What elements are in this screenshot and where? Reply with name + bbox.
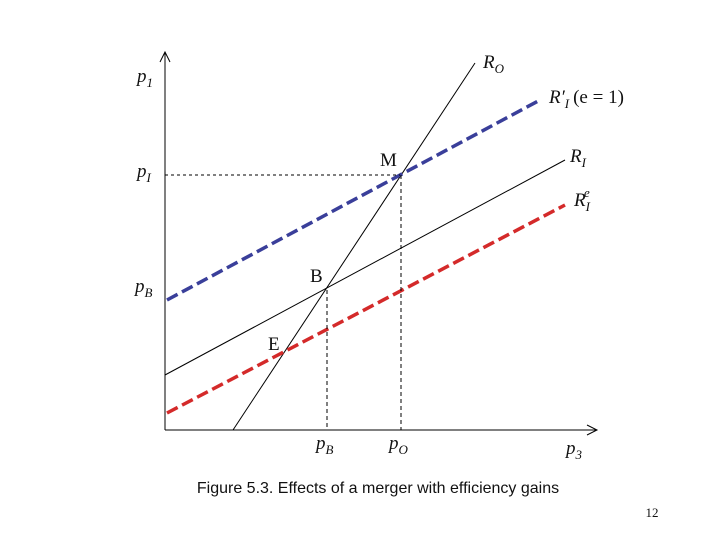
label-part: R xyxy=(482,52,495,73)
caption: Figure 5.3. Effects of a merger with eff… xyxy=(197,480,559,497)
page-number: 12 xyxy=(646,505,659,520)
curve-label: RI xyxy=(569,146,587,170)
label-part: B xyxy=(326,442,334,457)
label-part: R xyxy=(573,190,586,211)
label-part: B xyxy=(145,285,153,300)
y-label: pI xyxy=(135,161,152,185)
curve-label: RIe xyxy=(573,185,591,214)
label-part: 3 xyxy=(575,447,583,462)
curve-label: R′I (e = 1) xyxy=(548,87,624,111)
x-label: p3 xyxy=(564,438,583,462)
label-part: p xyxy=(133,276,145,297)
label-part: p xyxy=(564,438,576,459)
y-arrow xyxy=(159,50,171,63)
label-part: O xyxy=(495,61,505,76)
x-label: pO xyxy=(387,433,409,457)
label-part: p xyxy=(135,161,147,182)
label-part: p xyxy=(387,433,399,454)
point-label: M xyxy=(380,150,397,171)
label-part: O xyxy=(399,442,409,457)
label-part: R xyxy=(569,146,582,167)
label-part: R′ xyxy=(548,87,566,108)
y-label: pB xyxy=(133,276,153,300)
ri-line xyxy=(164,159,566,376)
ri-prime-line xyxy=(166,98,541,302)
axes xyxy=(159,50,599,436)
ri-e-line xyxy=(166,203,566,415)
curve-label: RO xyxy=(482,52,505,76)
label-part: I xyxy=(585,199,591,214)
label-part: I xyxy=(564,96,570,111)
x-arrow xyxy=(586,424,599,436)
label-part: (e = 1) xyxy=(573,87,624,108)
curves xyxy=(164,62,566,431)
point-label: B xyxy=(310,266,323,287)
point-label: E xyxy=(268,334,280,355)
label-part: 1 xyxy=(147,75,154,90)
ro-line xyxy=(232,62,476,431)
label-part: I xyxy=(146,170,152,185)
y-label: p1 xyxy=(135,66,153,90)
label-part: e xyxy=(584,185,590,200)
label-part: p xyxy=(314,433,326,454)
x-label: pB xyxy=(314,433,334,457)
label-part: p xyxy=(135,66,147,87)
label-part: I xyxy=(581,155,587,170)
